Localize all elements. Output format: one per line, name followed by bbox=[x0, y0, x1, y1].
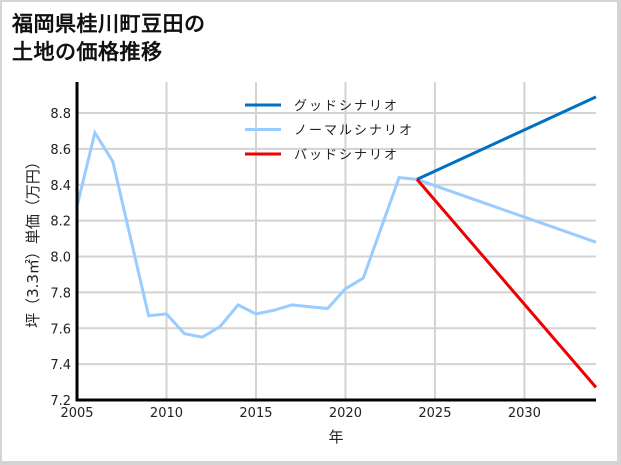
series-lines bbox=[75, 95, 598, 389]
x-tick-label: 2005 bbox=[60, 406, 93, 421]
y-tick-label: 8.4 bbox=[50, 179, 71, 194]
y-tick-label: 7.4 bbox=[50, 358, 71, 373]
x-tick-label: 2030 bbox=[508, 406, 541, 421]
series-line-2 bbox=[415, 178, 598, 389]
x-tick-label: 2010 bbox=[150, 406, 183, 421]
grid-lines bbox=[77, 82, 596, 400]
x-tick-label: 2025 bbox=[418, 406, 451, 421]
chart-title: 福岡県桂川町豆田の 土地の価格推移 bbox=[12, 10, 206, 66]
x-axis-label: 年 bbox=[328, 428, 343, 446]
y-tick-label: 8.0 bbox=[50, 251, 71, 266]
y-tick-label: 7.8 bbox=[50, 286, 71, 301]
y-tick-label: 8.6 bbox=[50, 143, 71, 158]
legend-label: バッドシナリオ bbox=[294, 148, 399, 163]
y-tick-label: 8.2 bbox=[50, 215, 71, 230]
x-tick-label: 2015 bbox=[239, 406, 272, 421]
title-line-2: 土地の価格推移 bbox=[12, 40, 163, 64]
title-line-1: 福岡県桂川町豆田の bbox=[12, 12, 206, 36]
series-line-0 bbox=[416, 95, 597, 181]
y-tick-label: 7.2 bbox=[50, 394, 71, 409]
legend-label: グッドシナリオ bbox=[294, 99, 399, 114]
tick-labels: 7.2 7.4 7.6 7.8 8.0 8.2 8.4 8.6 8.8 2005 2010 2015 2… bbox=[50, 107, 541, 421]
series-line-1 bbox=[75, 128, 597, 339]
y-tick-label: 8.8 bbox=[50, 107, 71, 122]
chart-frame bbox=[2, 2, 617, 461]
y-axis-label: 坪（3.3㎡）単価（万円） bbox=[24, 154, 42, 328]
axes bbox=[75, 82, 596, 402]
x-tick-label: 2020 bbox=[329, 406, 362, 421]
y-tick-label: 7.6 bbox=[50, 322, 71, 337]
legend-label: ノーマルシナリオ bbox=[294, 124, 414, 139]
